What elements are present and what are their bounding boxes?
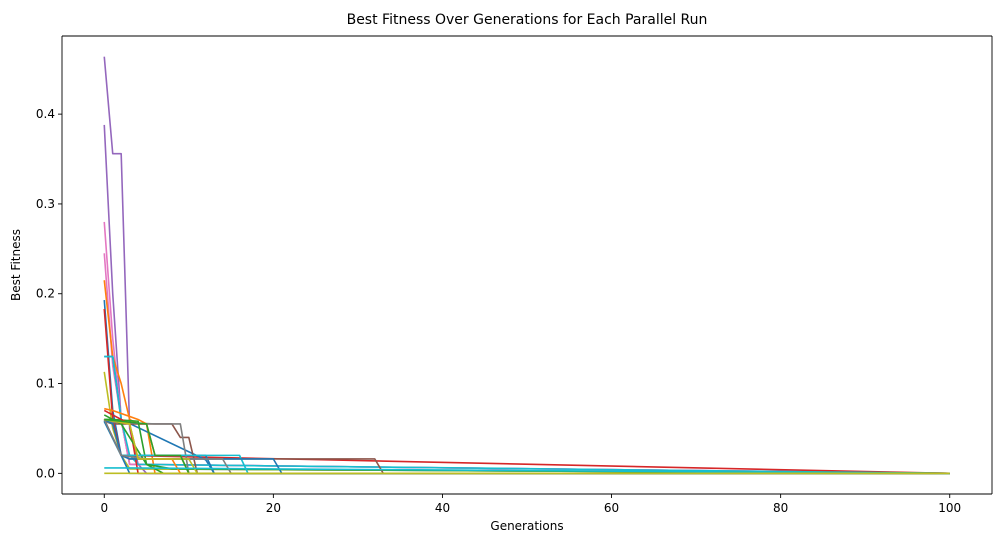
x-tick-label: 0 <box>100 501 108 515</box>
chart-title: Best Fitness Over Generations for Each P… <box>347 12 708 28</box>
y-tick-label: 0.2 <box>36 287 55 301</box>
y-tick-label: 0.4 <box>36 107 55 121</box>
axes-frame <box>61 35 993 495</box>
x-tick-label: 60 <box>604 501 619 515</box>
plot-area <box>62 36 992 494</box>
y-tick-label: 0.1 <box>36 377 55 391</box>
x-tick-label: 20 <box>266 501 281 515</box>
series-layer <box>103 56 950 475</box>
x-axis-title: Generations <box>490 519 563 533</box>
x-tick-label: 100 <box>938 501 961 515</box>
y-tick-label: 0.3 <box>36 197 55 211</box>
x-axis-ticks: 0 20 40 60 80 100 <box>100 494 961 515</box>
y-tick-label: 0.0 <box>36 466 55 480</box>
x-tick-label: 80 <box>773 501 788 515</box>
series-line-26 <box>104 467 950 475</box>
y-axis-title: Best Fitness <box>9 229 23 301</box>
series-line-9 <box>104 355 950 475</box>
x-tick-label: 40 <box>435 501 450 515</box>
y-axis-ticks: 0.0 0.1 0.2 0.3 0.4 <box>36 107 62 480</box>
